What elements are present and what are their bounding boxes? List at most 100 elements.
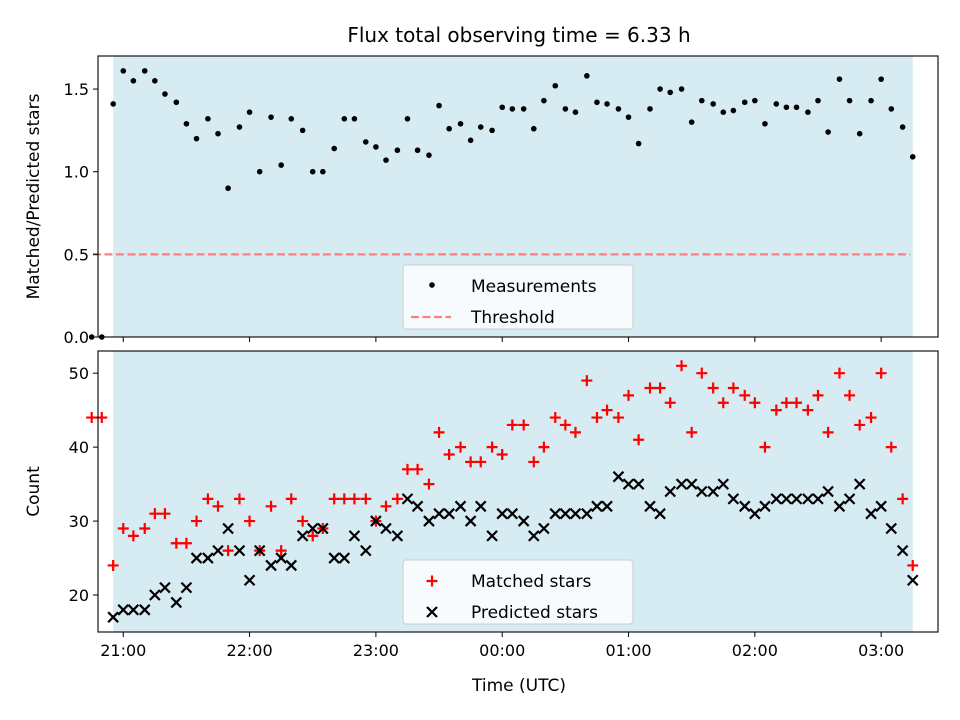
plot-frame <box>97 350 939 633</box>
data-point <box>162 91 168 97</box>
predicted-point <box>496 507 508 520</box>
matched-point <box>455 441 467 453</box>
matched-point <box>297 515 309 527</box>
matched-point <box>865 412 877 424</box>
data-point <box>446 125 452 132</box>
matched-point <box>159 508 171 520</box>
data-point <box>256 168 263 175</box>
matched-point <box>443 449 455 461</box>
matched-point <box>780 397 792 409</box>
data-point <box>183 120 190 127</box>
matched-point <box>707 382 719 394</box>
x-tick-label: 01:00 <box>605 641 651 660</box>
y-tick-label: 20 <box>69 586 89 605</box>
matched-point <box>380 500 392 512</box>
matched-point <box>717 397 729 409</box>
data-point <box>805 109 811 115</box>
matched-point <box>654 382 666 394</box>
data-point <box>899 124 906 130</box>
data-point <box>225 185 231 192</box>
predicted-point <box>654 507 666 520</box>
matched-point <box>391 493 403 505</box>
predicted-point <box>265 559 277 572</box>
data-point <box>331 145 338 152</box>
y-tick-label: 1.0 <box>64 163 89 182</box>
matched-point <box>191 515 203 527</box>
data-point <box>773 101 780 107</box>
predicted-point <box>675 478 688 490</box>
matched-point <box>222 545 234 557</box>
data-point <box>88 334 95 340</box>
data-point <box>647 106 653 112</box>
matched-point <box>117 522 129 534</box>
data-point <box>635 140 642 147</box>
data-point <box>152 77 158 84</box>
matched-point <box>854 419 866 431</box>
predicted-point <box>843 493 856 505</box>
predicted-point <box>328 552 340 564</box>
data-point <box>383 157 389 163</box>
legend-box <box>402 264 634 330</box>
x-tick-label: 21:00 <box>100 641 146 660</box>
count-panel: 21:00 22:00 23:00 00:00 01:00 02:00 03:00 20 30 4… <box>24 350 939 660</box>
predicted-point <box>411 500 424 513</box>
predicted-point <box>506 507 519 520</box>
predicted-point <box>685 478 698 490</box>
matched-point <box>149 508 161 520</box>
predicted-point <box>233 544 246 557</box>
legend-box <box>402 559 634 625</box>
predicted-point <box>159 581 171 594</box>
predicted-point <box>559 507 572 520</box>
matched-point <box>275 545 287 557</box>
y-tick-label: 1.5 <box>64 80 89 99</box>
predicted-point <box>802 493 814 505</box>
predicted-point <box>380 522 392 535</box>
x-tick-label: 03:00 <box>858 641 904 660</box>
matched-point <box>465 456 477 468</box>
predicted-point <box>243 574 256 587</box>
predicted-point <box>296 530 309 542</box>
matched-point <box>770 404 782 416</box>
matched-point <box>759 441 771 453</box>
data-point <box>562 106 569 112</box>
predicted-point <box>370 515 382 527</box>
matched-point <box>202 493 214 505</box>
data-point <box>477 124 484 130</box>
predicted-point <box>865 507 877 520</box>
matched-point <box>233 493 245 505</box>
data-point <box>520 106 527 112</box>
predicted-point <box>601 500 613 513</box>
matched-point <box>591 412 603 424</box>
data-point <box>110 101 116 107</box>
predicted-point <box>632 478 645 490</box>
predicted-point <box>107 611 119 623</box>
predicted-point <box>454 500 467 513</box>
predicted-point <box>317 522 329 535</box>
predicted-point <box>780 493 793 505</box>
data-point <box>752 97 758 104</box>
predicted-point <box>717 478 730 490</box>
data-point <box>362 139 369 145</box>
matched-point <box>581 375 593 387</box>
matched-point <box>559 419 571 431</box>
matched-point <box>518 419 530 431</box>
predicted-point <box>833 500 846 513</box>
predicted-point <box>138 604 151 616</box>
predicted-point <box>474 500 487 513</box>
predicted-point <box>770 493 783 505</box>
predicted-point <box>727 493 740 505</box>
matched-point <box>348 493 360 505</box>
data-point <box>467 137 474 144</box>
predicted-point <box>348 530 361 542</box>
data-point <box>268 114 274 120</box>
data-point <box>594 99 600 106</box>
data-point <box>426 152 432 158</box>
y-tick-label: 30 <box>69 512 89 531</box>
predicted-point <box>622 478 635 490</box>
predicted-point <box>127 604 140 616</box>
matched-point <box>885 441 897 453</box>
predicted-point <box>538 522 550 535</box>
matched-point <box>696 367 708 379</box>
predicted-point <box>338 552 351 564</box>
predicted-point <box>853 478 866 490</box>
